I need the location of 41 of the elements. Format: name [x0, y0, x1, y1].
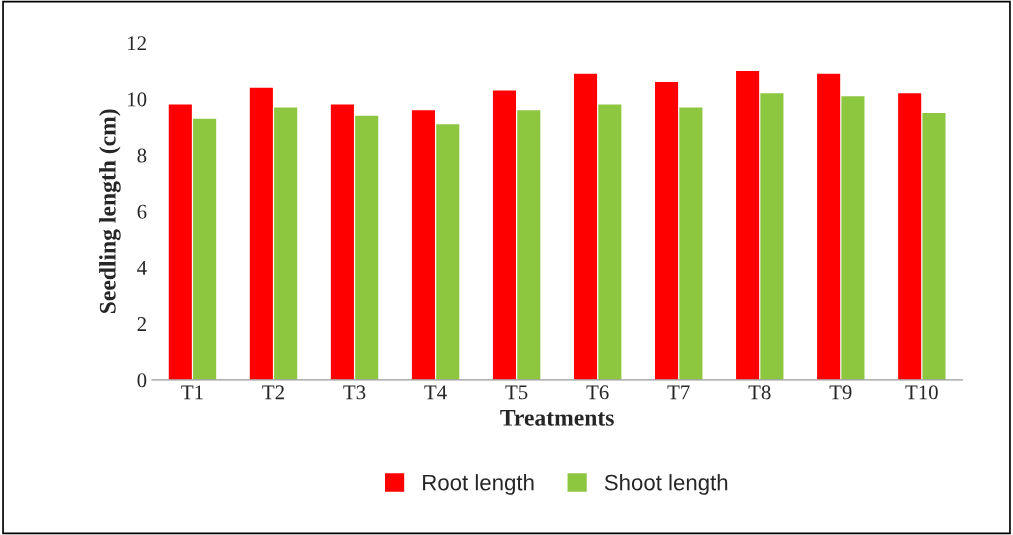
x-tick-label: T6 — [586, 385, 609, 400]
y-tick-label: 10 — [128, 92, 147, 107]
x-tick-label: T1 — [181, 385, 203, 400]
x-tick-label: T2 — [262, 385, 284, 400]
x-tick-label: T3 — [343, 385, 366, 400]
bar — [355, 115, 379, 380]
bar — [193, 118, 217, 380]
legend-label: Shoot length — [604, 474, 728, 495]
bar — [841, 96, 865, 380]
bar — [898, 93, 922, 380]
bar — [817, 73, 841, 380]
y-tick-label: 6 — [137, 204, 147, 219]
x-tick-label: T10 — [905, 385, 938, 400]
y-tick-label: 12 — [128, 36, 146, 51]
x-tick-label: T7 — [667, 385, 690, 400]
bar — [573, 73, 598, 380]
y-tick-label: 0 — [137, 373, 147, 388]
bar — [655, 82, 679, 380]
bar — [598, 104, 622, 380]
y-axis-title: Seedling length (cm) — [99, 109, 121, 314]
bar — [249, 87, 273, 380]
bar — [411, 110, 435, 380]
bar — [330, 104, 354, 380]
bar — [274, 107, 298, 380]
x-axis-title: Treatments — [500, 410, 614, 426]
bar — [436, 124, 460, 380]
bar — [679, 107, 703, 380]
legend-label: Root length — [423, 474, 534, 495]
y-tick-label: 2 — [137, 317, 146, 331]
bar — [168, 104, 192, 380]
bar — [736, 70, 760, 380]
x-tick-label: T9 — [829, 385, 852, 400]
x-tick-label: T4 — [424, 385, 447, 400]
bar — [517, 110, 541, 380]
bar — [492, 90, 517, 380]
y-tick-label: 4 — [137, 261, 147, 275]
y-tick-label: 8 — [137, 148, 147, 163]
x-tick-label: T5 — [505, 385, 528, 400]
x-tick-label: T8 — [748, 385, 771, 400]
bar — [922, 113, 946, 380]
bar — [760, 93, 784, 380]
